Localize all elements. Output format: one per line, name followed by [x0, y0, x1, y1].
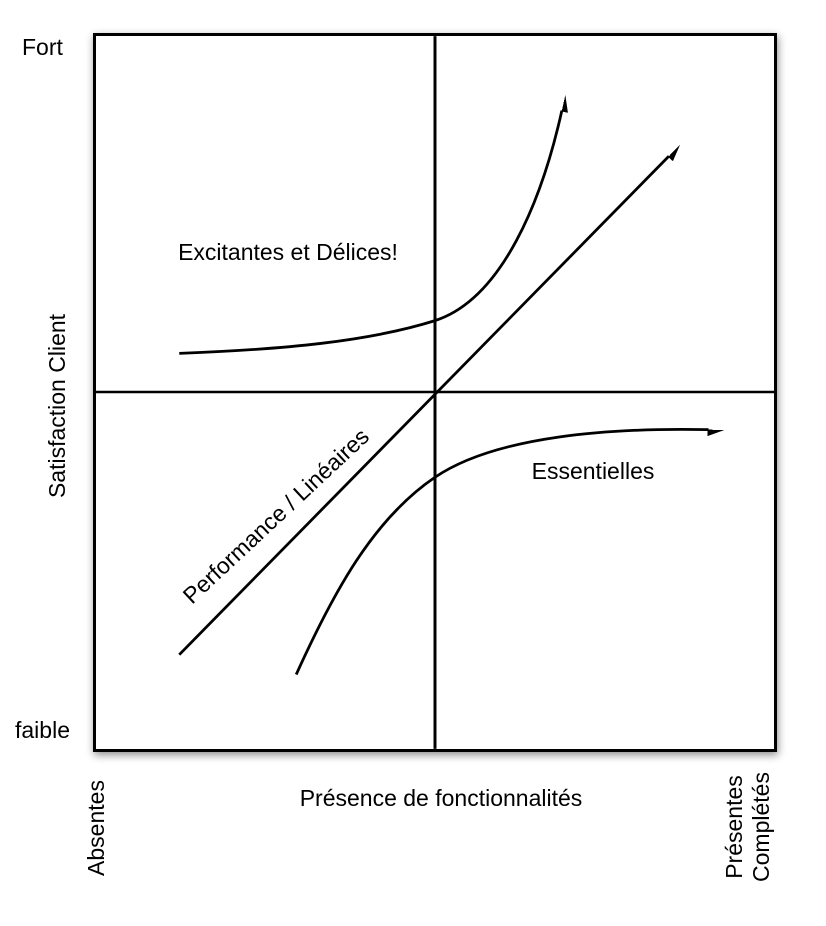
performance-line — [178, 156, 669, 656]
x-axis-max-label: Présentes Complétés — [721, 772, 775, 882]
x-axis-max-label-line1: Présentes — [720, 775, 747, 879]
y-axis-title: Satisfaction Client — [43, 313, 70, 499]
x-axis-title: Présence de fonctionnalités — [299, 784, 583, 811]
y-axis-min-label: faible — [15, 717, 70, 743]
plot-area — [93, 33, 777, 752]
essentielles-label: Essentielles — [531, 457, 655, 484]
x-axis-min-label: Absentes — [82, 780, 109, 876]
essentielles-curve — [294, 428, 708, 676]
excitantes-label: Excitantes et Délices! — [178, 238, 398, 265]
curves-svg — [96, 36, 774, 749]
x-axis-max-label-line2: Complétés — [748, 772, 774, 882]
y-axis-max-label: Fort — [22, 34, 63, 60]
excitantes-curve — [179, 110, 562, 355]
